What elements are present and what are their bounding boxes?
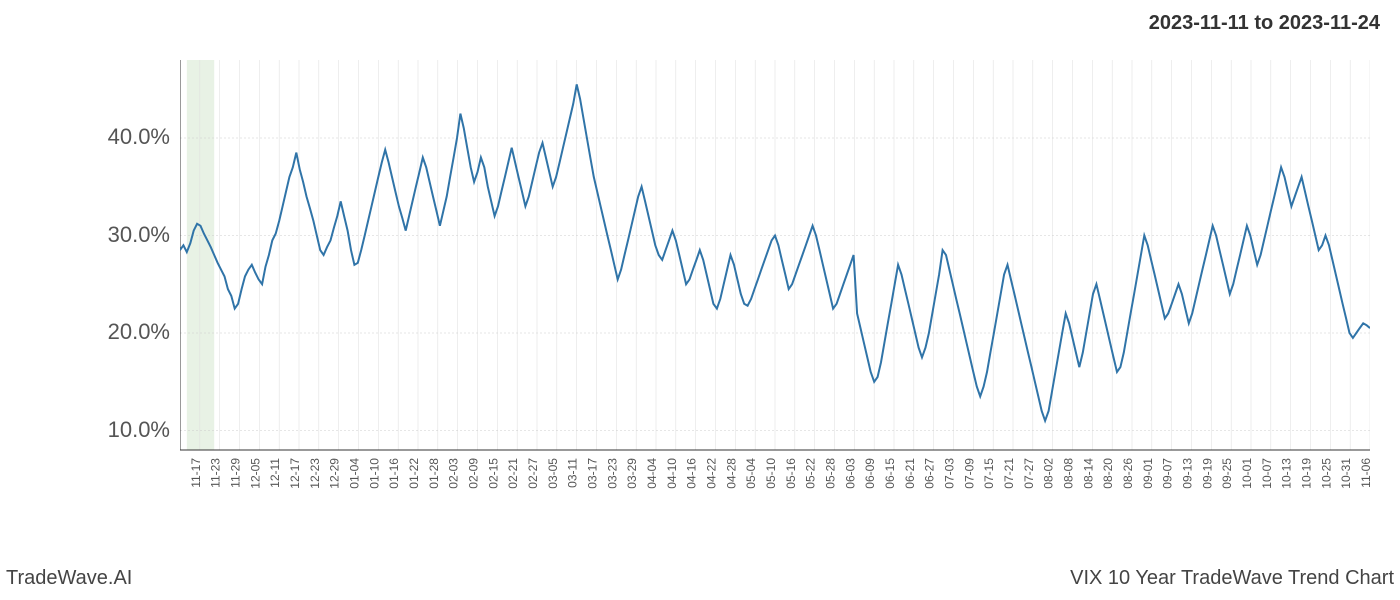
y-tick-label: 10.0% <box>80 417 170 443</box>
x-tick-label: 09-01 <box>1141 458 1155 489</box>
x-tick-label: 10-07 <box>1260 458 1274 489</box>
x-tick-label: 08-08 <box>1062 458 1076 489</box>
chart-container: 2023-11-11 to 2023-11-24 11-11 11-17 11-23… <box>0 0 1400 600</box>
y-tick-label: 30.0% <box>80 222 170 248</box>
y-tick-label: 20.0% <box>80 319 170 345</box>
x-tick-label: 04-04 <box>645 458 659 489</box>
x-tick-label: 02-27 <box>526 458 540 489</box>
x-tick-label: 02-21 <box>506 458 520 489</box>
x-tick-label: 12-05 <box>248 458 262 489</box>
x-tick-label: 12-11 <box>268 458 282 488</box>
x-tick-label: 03-23 <box>605 458 619 489</box>
x-tick-label: 08-20 <box>1101 458 1115 489</box>
x-tick-label: 09-19 <box>1200 458 1214 489</box>
x-tick-label: 06-21 <box>903 458 917 489</box>
x-tick-label: 11-17 <box>189 458 203 488</box>
x-tick-label: 08-14 <box>1081 458 1095 489</box>
x-tick-label: 06-09 <box>863 458 877 489</box>
x-tick-label: 04-28 <box>724 458 738 489</box>
x-tick-label: 10-25 <box>1319 458 1333 489</box>
x-tick-label: 05-28 <box>824 458 838 489</box>
footer-brand: TradeWave.AI <box>6 567 132 590</box>
x-tick-label: 02-09 <box>467 458 481 489</box>
footer-title: VIX 10 Year TradeWave Trend Chart <box>1070 567 1394 590</box>
x-tick-label: 03-11 <box>566 458 580 488</box>
x-tick-label: 04-10 <box>665 458 679 489</box>
x-tick-label: 07-03 <box>943 458 957 489</box>
date-range-label: 2023-11-11 to 2023-11-24 <box>1149 12 1380 35</box>
x-tick-label: 12-29 <box>328 458 342 489</box>
x-tick-label: 07-21 <box>1002 458 1016 489</box>
x-tick-label: 03-17 <box>586 458 600 489</box>
x-tick-label: 07-27 <box>1022 458 1036 489</box>
x-tick-label: 01-22 <box>407 458 421 489</box>
x-tick-label: 05-16 <box>784 458 798 489</box>
x-tick-label: 07-15 <box>982 458 996 489</box>
x-tick-label: 06-03 <box>843 458 857 489</box>
x-tick-label: 09-13 <box>1181 458 1195 489</box>
x-tick-label: 01-10 <box>367 458 381 489</box>
x-tick-label: 09-25 <box>1220 458 1234 489</box>
x-tick-label: 10-19 <box>1300 458 1314 489</box>
x-tick-label: 02-15 <box>486 458 500 489</box>
x-tick-label: 08-26 <box>1121 458 1135 489</box>
x-tick-label: 04-22 <box>705 458 719 489</box>
x-tick-label: 12-23 <box>308 458 322 489</box>
x-tick-label: 01-04 <box>348 458 362 489</box>
x-tick-label: 02-03 <box>447 458 461 489</box>
x-tick-label: 11-11 <box>180 458 183 487</box>
chart-svg: 11-11 11-17 11-23 11-29 12-05 12-11 12-17 12-23… <box>180 60 1370 490</box>
x-tick-label: 04-16 <box>685 458 699 489</box>
x-tick-label: 07-09 <box>962 458 976 489</box>
x-tick-label: 11-29 <box>229 458 243 488</box>
x-tick-label: 06-27 <box>923 458 937 489</box>
x-tick-label: 01-16 <box>387 458 401 489</box>
x-tick-label: 03-29 <box>625 458 639 489</box>
x-tick-label: 10-31 <box>1339 458 1353 489</box>
x-tick-label: 12-17 <box>288 458 302 489</box>
y-tick-label: 40.0% <box>80 124 170 150</box>
x-tick-label: 06-15 <box>883 458 897 489</box>
x-tick-label: 10-01 <box>1240 458 1254 489</box>
x-tick-label: 05-10 <box>764 458 778 489</box>
x-tick-label: 11-06 <box>1359 458 1370 488</box>
x-tick-label: 09-07 <box>1161 458 1175 489</box>
x-tick-label: 11-23 <box>209 458 223 488</box>
x-tick-label: 03-05 <box>546 458 560 489</box>
x-tick-label: 10-13 <box>1280 458 1294 489</box>
x-tick-label: 05-04 <box>744 458 758 489</box>
x-tick-label: 01-28 <box>427 458 441 489</box>
x-tick-label: 05-22 <box>804 458 818 489</box>
x-tick-label: 08-02 <box>1042 458 1056 489</box>
